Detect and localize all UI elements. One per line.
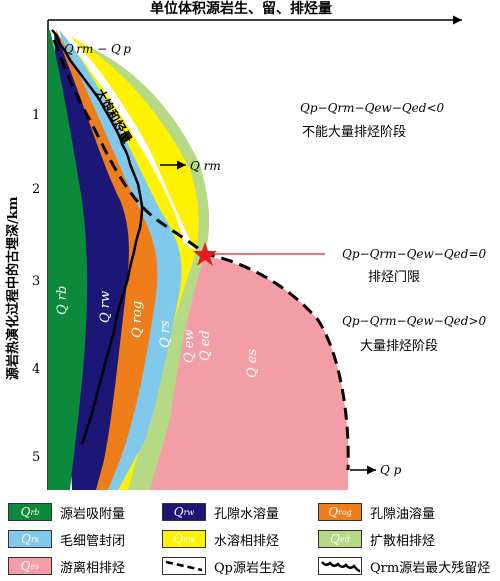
- legend-subscript: rb: [30, 507, 40, 517]
- x-axis-title: 单位体积源岩生、留、排烃量: [150, 0, 332, 17]
- oversaturated-region: [58, 28, 195, 250]
- y-ticks: 1 2 3 4 5: [32, 108, 40, 465]
- legend-label: 源岩吸附量: [60, 506, 126, 522]
- y-tick-1: 1: [32, 108, 40, 123]
- legend-subscript: es: [30, 561, 40, 571]
- legend-symbol: Q: [330, 532, 340, 546]
- legend-symbol: Q: [20, 505, 31, 519]
- zone3-text: 大量排烃阶段: [360, 339, 438, 354]
- region-label-rb: Q rb: [55, 286, 70, 315]
- legend-symbol: Q: [173, 505, 184, 519]
- legend-symbol: Q: [328, 505, 339, 519]
- legend-label: Qp源岩生烃: [214, 560, 285, 576]
- legend-symbol: Q: [20, 559, 31, 573]
- qrm-curve: [51, 29, 144, 445]
- y-tick-3: 3: [32, 274, 40, 289]
- qrm-arrow-label: Q rm: [190, 159, 221, 173]
- legend-subscript: rs: [30, 534, 39, 544]
- legend-label: 水溶相排烃: [214, 533, 280, 549]
- legend-item-line-8: Qrm源岩最大残留烃: [318, 555, 490, 577]
- region-label-rog: Q rog: [130, 301, 145, 338]
- region-es: [150, 255, 349, 490]
- legend-subscript: rw: [183, 507, 195, 517]
- y-tick-5: 5: [32, 450, 40, 465]
- legend-swatch: [318, 557, 362, 575]
- region-label-rw: Q rw: [98, 291, 113, 323]
- zone1-formula: Qp−Qrm−Qew−Qed<0: [300, 101, 445, 115]
- legend-label: 扩散相排烃: [370, 533, 436, 549]
- region-label-ew: Q ew: [182, 329, 197, 363]
- y-tick-4: 4: [32, 362, 40, 377]
- legend-swatch: [162, 557, 206, 575]
- top-label: Q rm − Q p: [64, 42, 131, 56]
- region-label-rs: Q rs: [158, 320, 173, 348]
- legend-subscript: ed: [339, 534, 350, 544]
- zone3-formula: Qp−Qrm−Qew−Qed>0: [342, 314, 487, 328]
- threshold-formula: Qp−Qrm−Qew−Qed=0: [342, 247, 487, 261]
- legend-item-line-7: Qp源岩生烃: [162, 555, 285, 577]
- dashed-line-icon: [165, 560, 203, 572]
- threshold-text: 排烃门限: [368, 270, 420, 285]
- zone1-text: 不能大量排烃阶段: [302, 125, 406, 140]
- wavy-line-icon: [321, 561, 360, 573]
- region-label-ed: Q ed: [198, 330, 213, 361]
- legend-symbol: Q: [173, 532, 184, 546]
- qp-arrow-label: Q p: [380, 463, 402, 477]
- qp-curve: [52, 39, 350, 471]
- legend-label: 孔隙油溶量: [370, 506, 436, 522]
- legend-symbol: Q: [21, 532, 31, 546]
- y-axis-title: 源岩热演化过程中的古埋深/km: [5, 196, 21, 380]
- legend-label: 孔隙水溶量: [214, 506, 280, 522]
- diagram-canvas: 单位体积源岩生、留、排烃量 源岩热演化过程中的古埋深/km 1 2 3 4 5 …: [5, 0, 487, 490]
- legend-label: 游离相排烃: [60, 560, 126, 576]
- region-rb: [48, 30, 88, 490]
- legend-subscript: rog: [338, 507, 352, 517]
- threshold-star: [193, 242, 217, 266]
- legend-subscript: ew: [183, 534, 195, 544]
- legend-label: 毛细管封闭: [60, 533, 126, 549]
- legend-label: Qrm源岩最大残留烃: [370, 560, 491, 576]
- y-tick-2: 2: [32, 182, 40, 197]
- region-labels: Q rb Q rw Q rog Q rs Q ew Q ed Q es: [55, 286, 260, 378]
- region-label-es: Q es: [245, 349, 260, 378]
